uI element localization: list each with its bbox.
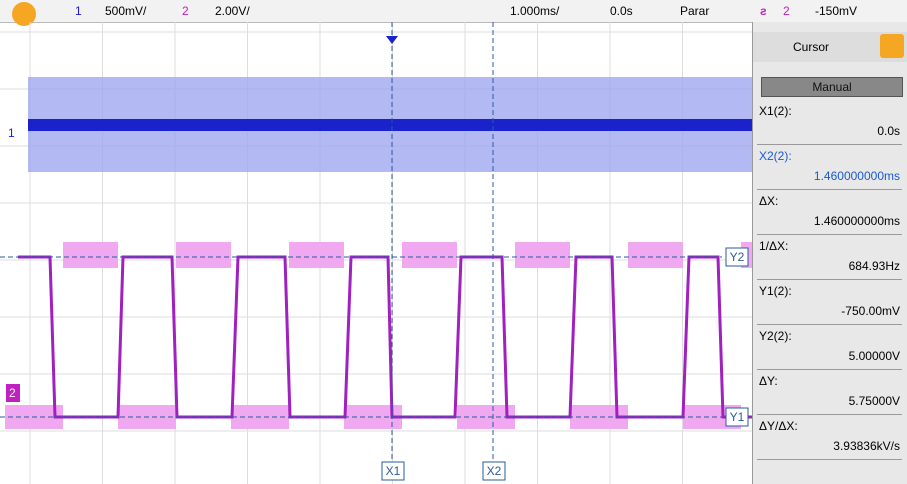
waveform-area: X1 X2 Y2 Y1 1 2	[0, 22, 752, 484]
top-bar: 1 500mV/ 2 2.00V/ 1.000ms/ 0.0s Parar ƨ …	[0, 0, 907, 23]
panel-header: Cursor	[753, 32, 907, 62]
ch2-noise	[402, 242, 457, 268]
scope-screen: 1 500mV/ 2 2.00V/ 1.000ms/ 0.0s Parar ƨ …	[0, 0, 907, 484]
cursor-tag-label: Y2	[730, 250, 745, 264]
timebase[interactable]: 1.000ms/	[510, 4, 559, 18]
ch2-noise	[628, 242, 683, 268]
cursor-panel: Cursor Manual X1(2): 0.0s X2(2): 1.46000000…	[752, 22, 907, 484]
trigger-icon: ƨ	[760, 4, 767, 18]
row-label: X2(2):	[759, 149, 792, 163]
row-value: 5.75000V	[849, 394, 900, 408]
delay[interactable]: 0.0s	[610, 4, 633, 18]
row-label: X1(2):	[759, 104, 792, 118]
ch1-marker: 1	[8, 126, 15, 140]
ch2-number[interactable]: 2	[182, 4, 189, 18]
ch2-noise	[289, 242, 344, 268]
row-value: -750.00mV	[841, 304, 900, 318]
ch1-trace	[28, 119, 752, 131]
row-value: 684.93Hz	[849, 259, 900, 273]
cursor-row[interactable]: Y1(2): -750.00mV	[757, 280, 902, 325]
cursor-row[interactable]: 1/ΔX: 684.93Hz	[757, 235, 902, 280]
row-value: 1.460000000ms	[814, 169, 900, 183]
trigger-level[interactable]: -150mV	[815, 4, 857, 18]
row-label: ΔY:	[759, 374, 778, 388]
row-label: ΔY/ΔX:	[759, 419, 798, 433]
ch1-number[interactable]: 1	[75, 4, 82, 18]
ch2-scale[interactable]: 2.00V/	[215, 4, 250, 18]
row-label: Y1(2):	[759, 284, 792, 298]
ch1-scale[interactable]: 500mV/	[105, 4, 146, 18]
cursor-row[interactable]: Y2(2): 5.00000V	[757, 325, 902, 370]
ch2-noise	[176, 242, 231, 268]
cursor-tag-label: X1	[386, 464, 401, 478]
ch2-noise	[63, 242, 118, 268]
row-label: ΔX:	[759, 194, 778, 208]
row-value: 3.93836kV/s	[833, 439, 900, 453]
ch2-trace	[18, 257, 752, 417]
ch2-marker: 2	[9, 386, 16, 400]
cursor-tag-label: X2	[487, 464, 502, 478]
cursor-row[interactable]: X2(2): 1.460000000ms	[757, 145, 902, 190]
panel-menu[interactable]	[880, 34, 904, 58]
cursor-tag-label: Y1	[730, 410, 745, 424]
panel-title: Cursor	[793, 40, 829, 54]
ch2-noise	[515, 242, 570, 268]
cursor-row[interactable]: ΔY/ΔX: 3.93836kV/s	[757, 415, 902, 460]
run-state[interactable]: Parar	[680, 4, 709, 18]
row-value: 5.00000V	[849, 349, 900, 363]
cursor-row[interactable]: X1(2): 0.0s	[757, 100, 902, 145]
mode-button[interactable]: Manual	[761, 77, 903, 97]
row-label: 1/ΔX:	[759, 239, 788, 253]
row-label: Y2(2):	[759, 329, 792, 343]
row-value: 1.460000000ms	[814, 214, 900, 228]
cursor-row[interactable]: ΔX: 1.460000000ms	[757, 190, 902, 235]
trigger-arrow	[386, 36, 398, 44]
trigger-source[interactable]: 2	[783, 4, 790, 18]
row-value: 0.0s	[877, 124, 900, 138]
cursor-row[interactable]: ΔY: 5.75000V	[757, 370, 902, 415]
